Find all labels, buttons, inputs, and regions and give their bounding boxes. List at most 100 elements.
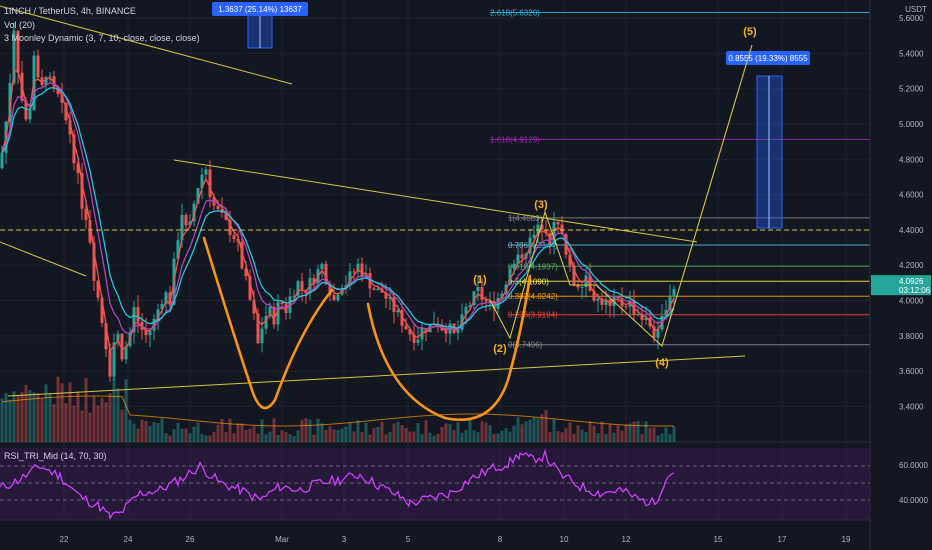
volume-bar <box>124 379 128 442</box>
ma-line <box>1 69 675 352</box>
candle-body <box>244 268 248 277</box>
measure-label-bg <box>212 2 308 16</box>
volume-bar <box>652 427 656 442</box>
volume-bar <box>100 397 104 442</box>
ma-legend[interactable]: 3 Moonley Dynamic (3, 7, 10, close, clos… <box>4 33 200 43</box>
candle-body <box>640 314 644 320</box>
volume-bar <box>28 390 32 442</box>
candle-body <box>396 310 400 313</box>
candle-body <box>168 292 172 305</box>
volume-bar <box>236 423 240 442</box>
volume-bar <box>136 428 140 442</box>
volume-bar <box>472 430 476 442</box>
volume-bar <box>556 431 560 442</box>
volume-bar <box>356 420 360 442</box>
candle-body <box>484 299 488 302</box>
moving-averages <box>1 69 675 427</box>
candle-body <box>136 307 140 322</box>
time-tick: 3 <box>342 535 347 544</box>
volume-bar <box>672 426 676 442</box>
volume-bar <box>488 425 492 442</box>
volume-bar <box>216 424 220 442</box>
price-tick: 4.2000 <box>899 261 924 270</box>
volume-bar <box>528 419 532 442</box>
volume-bar <box>284 432 288 442</box>
candle-body <box>224 212 228 220</box>
volume-bar <box>512 425 516 442</box>
currency-label: USDT <box>905 5 927 14</box>
candle-body <box>164 292 168 304</box>
candle-body <box>400 310 404 326</box>
volume-bar <box>668 434 672 442</box>
fibonacci-levels[interactable]: 2.618(5.6320) 1.618(4.9129) 1(4.4683) 0.786… <box>490 8 870 350</box>
candle-body <box>672 288 676 297</box>
candle-body <box>456 329 460 333</box>
volume-bar <box>428 432 432 442</box>
candle-body <box>412 334 416 343</box>
volume-bar <box>328 426 332 442</box>
volume-bar <box>32 392 36 442</box>
volume-bar <box>476 432 480 442</box>
price-tick: 4.4000 <box>899 226 924 235</box>
volume-bar <box>116 388 120 442</box>
price-tick: 3.8000 <box>899 332 924 341</box>
candle-body <box>572 265 576 285</box>
volume-bar <box>176 422 180 442</box>
volume-bar <box>564 428 568 442</box>
volume-bar <box>16 394 20 442</box>
volume-bar <box>220 418 224 442</box>
candle-body <box>104 323 108 350</box>
volume-bar <box>332 429 336 442</box>
price-tick: 3.6000 <box>899 367 924 376</box>
volume-bar <box>372 427 376 442</box>
wave-label: (1) <box>473 274 487 286</box>
volume-bar <box>276 435 280 442</box>
candle-body <box>328 283 332 295</box>
cup-left-curve <box>202 236 334 410</box>
candle-body <box>124 346 128 360</box>
candle-body <box>468 305 472 307</box>
volume-legend[interactable]: Vol (20) <box>4 20 36 30</box>
volume-bar <box>180 428 184 442</box>
rsi-legend[interactable]: RSI_TRI_Mid (14, 70, 30) <box>4 451 107 461</box>
volume-bar <box>56 376 60 442</box>
measure-label: 0.8555 (19.33%) 8555 <box>728 54 808 63</box>
fib-label: 1.618(4.9129) <box>490 135 540 144</box>
candle-body <box>332 294 336 301</box>
candle-body <box>236 238 240 242</box>
time-tick: 10 <box>560 535 569 544</box>
volume-bar <box>252 426 256 442</box>
volume-bar <box>592 425 596 442</box>
candle-body <box>652 326 656 338</box>
candle-body <box>16 30 20 73</box>
volume-bar <box>520 424 524 442</box>
candle-body <box>92 242 96 281</box>
volume-bars <box>0 376 676 442</box>
candle-body <box>176 240 180 259</box>
drawings[interactable]: (1) (2) (3) (4) (5) <box>0 5 870 421</box>
candle-body <box>232 235 236 239</box>
volume-bar <box>608 424 612 442</box>
volume-bar <box>72 405 76 442</box>
symbol-legend[interactable]: 1INCH / TetherUS, 4h, BINANCE <box>4 6 136 16</box>
volume-bar <box>96 405 100 442</box>
volume-bar <box>204 435 208 442</box>
volume-bar <box>400 425 404 442</box>
candle-body <box>592 290 596 301</box>
candle-body <box>84 208 88 221</box>
fib-label: 0(3.7496) <box>508 341 543 350</box>
volume-bar <box>324 430 328 442</box>
volume-bar <box>184 428 188 442</box>
volume-bar <box>320 423 324 442</box>
volume-bar <box>76 391 80 442</box>
candle-body <box>552 222 556 245</box>
volume-bar <box>580 429 584 442</box>
candle-body <box>28 110 32 120</box>
candle-body <box>144 329 148 336</box>
volume-bar <box>68 382 72 442</box>
candle-body <box>120 333 124 360</box>
candle-body <box>272 306 276 325</box>
candle-body <box>580 286 584 288</box>
